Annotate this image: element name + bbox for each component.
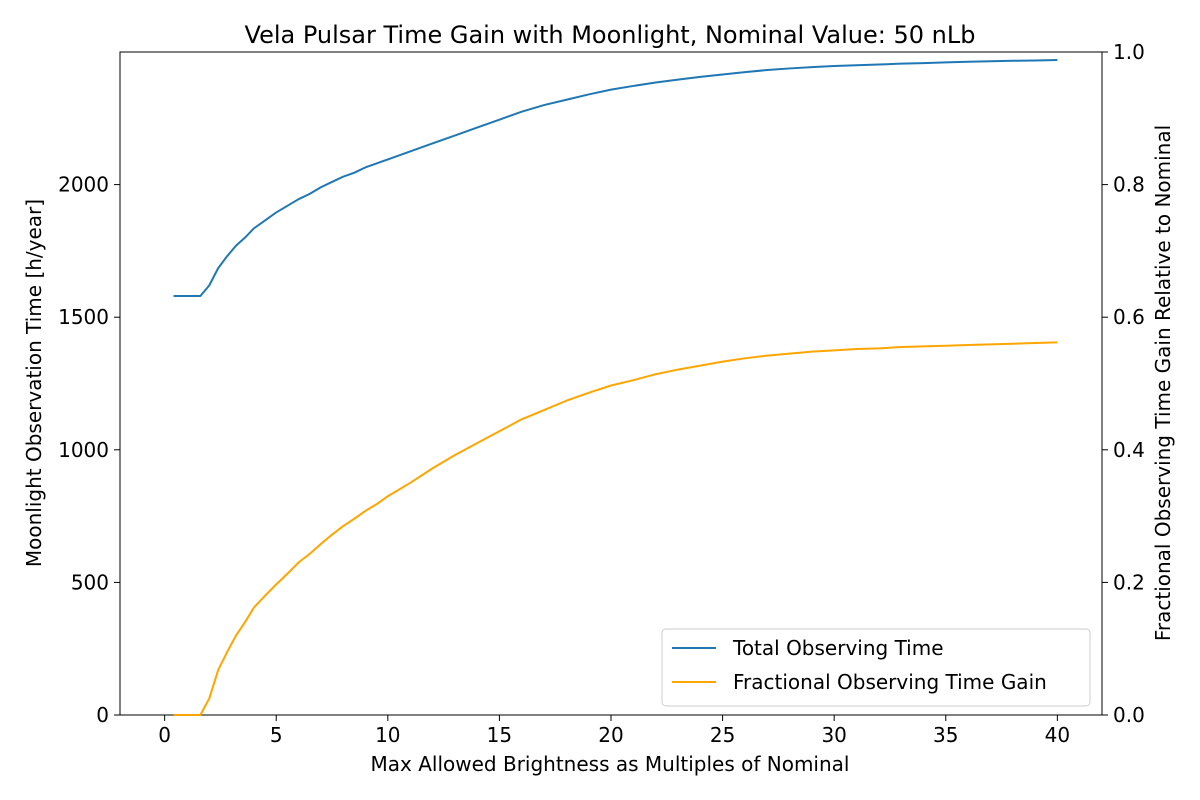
- legend-box: [661, 628, 1091, 707]
- x-axis-label: Max Allowed Brightness as Multiples of N…: [371, 752, 850, 776]
- y-axis-right-label: Fractional Observing Time Gain Relative …: [1151, 125, 1175, 641]
- x-tick-label: 25: [710, 723, 735, 747]
- x-tick-label: 10: [375, 723, 400, 747]
- x-tick-label: 5: [270, 723, 283, 747]
- legend: Total Observing Time Fractional Observin…: [661, 628, 1091, 707]
- y-axis-left-label: Moonlight Observation Time [h/year]: [22, 199, 46, 567]
- y-right-tick-label: 0.4: [1113, 438, 1145, 462]
- x-tick-label: 20: [598, 723, 623, 747]
- x-tick-label: 35: [933, 723, 958, 747]
- series-line-total: [173, 58, 1058, 297]
- x-tick-label: 30: [821, 723, 846, 747]
- plot-area: [119, 51, 1103, 716]
- series-line-fractional: [173, 341, 1058, 716]
- y-right-tick-label: 1.0: [1113, 40, 1145, 64]
- x-tick-label: 15: [487, 723, 512, 747]
- x-axis: 0 5 10 15 20 25 30 35 40: [158, 715, 1070, 747]
- x-tick-label: 40: [1045, 723, 1070, 747]
- y-right-tick-label: 0.2: [1113, 570, 1145, 594]
- y-left-tick-label: 1000: [58, 438, 109, 462]
- plot-border: [119, 51, 1103, 716]
- y-axis-left: 0 500 1000 1500 2000: [58, 173, 120, 727]
- y-left-tick-label: 0: [96, 703, 109, 727]
- y-left-tick-label: 500: [71, 570, 109, 594]
- x-tick-label: 0: [158, 723, 171, 747]
- y-left-tick-label: 2000: [58, 173, 109, 197]
- y-right-tick-label: 0.6: [1113, 305, 1145, 329]
- y-left-tick-label: 1500: [58, 305, 109, 329]
- chart-title: Vela Pulsar Time Gain with Moonlight, No…: [245, 21, 976, 49]
- legend-label-total: Total Observing Time: [732, 636, 944, 660]
- y-right-tick-label: 0.8: [1113, 173, 1145, 197]
- series-layer: [173, 58, 1058, 716]
- y-right-tick-label: 0.0: [1113, 703, 1145, 727]
- y-axis-right: 0.0 0.2 0.4 0.6 0.8 1.0: [1102, 40, 1145, 727]
- legend-label-fractional: Fractional Observing Time Gain: [733, 670, 1047, 694]
